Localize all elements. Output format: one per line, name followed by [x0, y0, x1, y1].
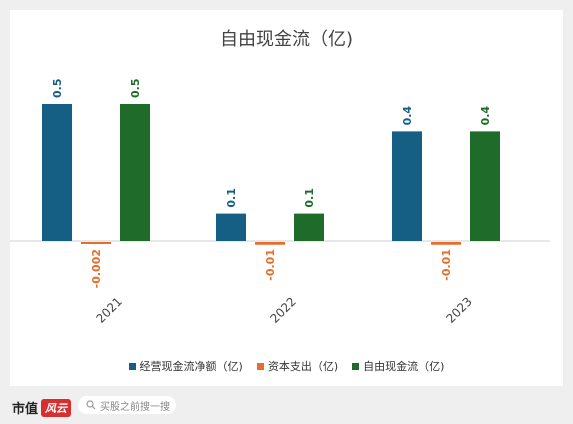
brand-name: 市值	[12, 402, 39, 417]
chart-card: 自由现金流（亿) 0.5 0.1 0.4 -0.002 -0.01 -0.01 0.5 0.1…	[10, 10, 563, 386]
bar-2022-series-0[interactable]	[216, 213, 246, 241]
legend-label: 资本支出（亿)	[267, 360, 339, 373]
legend-item-series-0[interactable]: 经营现金流净额（亿)	[128, 358, 243, 374]
data-label-2021-series-0: 0.5	[51, 79, 64, 99]
data-label-2021-series-1: -0.002	[90, 249, 103, 288]
legend-item-series-2[interactable]: 自由现金流（亿)	[352, 358, 444, 374]
brand-logo[interactable]: 市值 风云	[12, 398, 72, 417]
search-placeholder: 买股之前搜一搜	[100, 401, 170, 413]
bar-2021-series-2[interactable]	[120, 104, 150, 241]
x-tick-label-2023: 2023	[443, 294, 474, 325]
bar-2023-series-1[interactable]	[431, 242, 461, 245]
data-label-2023-series-2: 0.4	[479, 106, 492, 126]
chart-legend: 经营现金流净额（亿) 资本支出（亿) 自由现金流（亿)	[10, 358, 563, 374]
data-label-2022-series-2: 0.1	[303, 188, 316, 208]
chart-title: 自由现金流（亿)	[219, 29, 354, 50]
legend-swatch	[352, 362, 360, 370]
bar-2022-series-1[interactable]	[255, 242, 285, 245]
bar-2023-series-0[interactable]	[392, 131, 422, 241]
brand-mark: 风云	[41, 398, 72, 417]
legend-label: 经营现金流净额（亿)	[139, 360, 243, 373]
data-label-2021-series-2: 0.5	[129, 79, 142, 99]
legend-swatch	[256, 362, 264, 370]
search-input[interactable]: 买股之前搜一搜	[78, 396, 176, 414]
x-tick-label-2022: 2022	[267, 294, 298, 325]
data-label-2022-series-1: -0.01	[264, 249, 277, 281]
bar-2023-series-2[interactable]	[470, 131, 500, 241]
x-tick-label-2021: 2021	[93, 294, 124, 325]
chart-plot: 0.5 0.1 0.4 -0.002 -0.01 -0.01 0.5 0.1 0.4 2021 20…	[10, 79, 550, 326]
legend-item-series-1[interactable]: 资本支出（亿)	[256, 358, 339, 374]
data-label-2023-series-0: 0.4	[401, 106, 414, 126]
data-label-2023-series-1: -0.01	[440, 249, 453, 281]
data-label-2022-series-0: 0.1	[225, 188, 238, 208]
footer-bar: 市值 风云 买股之前搜一搜	[0, 386, 573, 424]
bar-2021-series-1[interactable]	[81, 242, 111, 244]
legend-label: 自由现金流（亿)	[363, 360, 445, 373]
search-icon	[86, 400, 96, 410]
bar-2021-series-0[interactable]	[42, 104, 72, 241]
legend-swatch	[128, 362, 136, 370]
bar-2022-series-2[interactable]	[294, 213, 324, 241]
